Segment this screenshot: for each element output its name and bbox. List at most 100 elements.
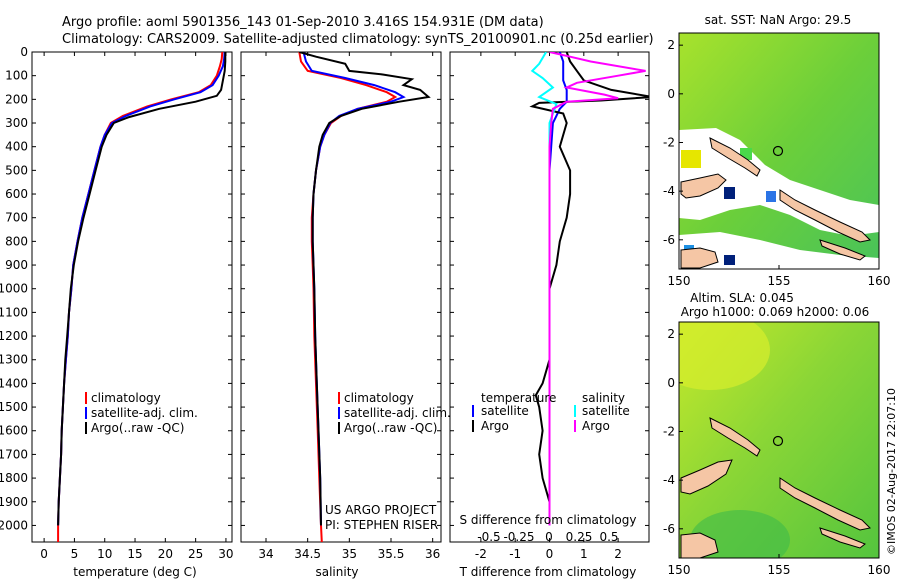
x-tick-label: 35.5 (378, 547, 405, 561)
temperature-xlabel: temperature (deg C) (73, 565, 196, 579)
temperature-legend: climatology satellite-adj. clim. Argo(..… (85, 391, 198, 435)
salinity-panel: 34 34.5 35 35.5 36 salinity climatology sate… (240, 51, 451, 579)
sla-map-subtitle: Argo h1000: 0.069 h2000: 0.06 (681, 305, 870, 319)
land-solomon-south (819, 239, 866, 261)
map-y-tick-label: -4 (663, 473, 675, 487)
temperature-plot-frame (31, 51, 233, 543)
sla-map-ticks: 150 155 160 2 0 -2 -4 -6 (663, 327, 890, 577)
legend-title-salinity: salinity (582, 391, 625, 405)
y-tick-label: 1900 (0, 495, 28, 509)
x-tick-label: 34 (258, 547, 273, 561)
difference-series (529, 52, 649, 526)
salinity-plot-frame (240, 51, 442, 543)
x-tick-label: 25 (188, 547, 203, 561)
x-tick-label: 0 (546, 547, 554, 561)
s-tick-label: -0.5 (477, 530, 500, 544)
sla-high-patch (679, 322, 770, 390)
y-tick-label: 0 (20, 45, 28, 59)
salinity-y-ticks (241, 51, 441, 526)
sst-map-title: sat. SST: NaN Argo: 29.5 (705, 13, 852, 27)
land-bougainville (779, 189, 872, 243)
x-tick-label: 0 (40, 547, 48, 561)
series-line-temperature-argo (529, 52, 649, 526)
difference-panel: -2 -1 0 1 2 -0.5 -0.25 0 0.25 0.5 S difference f… (449, 51, 650, 579)
series-line-climatology (57, 52, 224, 542)
land-bougainville (779, 477, 872, 531)
map-y-tick-label: -6 (663, 233, 675, 247)
map-x-tick-label: 155 (768, 274, 791, 288)
y-tick-label: 300 (5, 116, 28, 130)
map-y-tick-label: -4 (663, 184, 675, 198)
s-tick-label: -0.25 (503, 530, 534, 544)
legend-title-temperature: temperature (481, 391, 556, 405)
depth-axis: 0 100 200 300 400 500 600 700 800 900 1000 1100 1200… (0, 45, 232, 532)
y-tick-label: 1800 (0, 471, 28, 485)
difference-x-ticks: -2 -1 0 1 2 (475, 52, 622, 561)
map-x-tick-label: 150 (668, 563, 691, 577)
x-tick-label: 10 (97, 547, 112, 561)
x-tick-label: 34.5 (294, 547, 321, 561)
land-new-ireland (709, 417, 761, 457)
sst-map: sat. SST: NaN Argo: 29.5 150 155 160 2 0 -2 -4… (663, 13, 890, 288)
legend-label-climatology: climatology (344, 391, 414, 405)
y-tick-label: 800 (5, 234, 28, 248)
difference-y-ticks (450, 51, 649, 526)
x-tick-label: 20 (158, 547, 173, 561)
land-new-britain (680, 459, 733, 495)
salinity-diff-ticks: -0.5 -0.25 0 0.25 0.5 (477, 530, 618, 544)
sla-map-title: Altim. SLA: 0.045 (690, 291, 794, 305)
imos-credit: ©IMOS 02-Aug-2017 22:07:10 (885, 388, 898, 555)
y-tick-label: 400 (5, 140, 28, 154)
map-y-tick-label: -2 (663, 424, 675, 438)
y-tick-label: 900 (5, 258, 28, 272)
y-tick-label: 1400 (0, 376, 28, 390)
sst-map-field (679, 33, 879, 269)
x-tick-label: 15 (127, 547, 142, 561)
sst-cell-navy-2 (724, 255, 735, 265)
sla-map: Altim. SLA: 0.045 Argo h1000: 0.069 h200… (663, 291, 890, 577)
y-tick-label: 1700 (0, 447, 28, 461)
salinity-xlabel: salinity (315, 565, 358, 579)
y-tick-label: 500 (5, 163, 28, 177)
map-y-tick-label: 0 (667, 376, 675, 390)
sst-cell-yellow (681, 150, 701, 168)
x-tick-label: 36 (425, 547, 440, 561)
sst-map-ticks: 150 155 160 2 0 -2 -4 -6 (663, 38, 890, 288)
land-solomon-south (819, 527, 866, 549)
series-line-satellite-adj-clim- (57, 52, 226, 526)
salinity-legend: climatology satellite-adj. clim. Argo(..… (338, 391, 451, 435)
series-line-salinity-argo (548, 52, 646, 526)
y-tick-label: 1600 (0, 424, 28, 438)
salinity-series (298, 52, 431, 542)
map-y-tick-label: -6 (663, 522, 675, 536)
header-line1: Argo profile: aoml 5901356_143 01-Sep-20… (62, 15, 544, 30)
map-x-tick-label: 155 (768, 563, 791, 577)
x-tick-label: -2 (475, 547, 487, 561)
map-y-tick-label: 2 (667, 38, 675, 52)
temperature-x-ticks: 0 5 10 15 20 25 30 (40, 52, 234, 561)
x-tick-label: 1 (580, 547, 588, 561)
map-y-tick-label: -2 (663, 135, 675, 149)
s-tick-label: 0.5 (599, 530, 618, 544)
legend-label-argo: Argo(..raw -QC) (91, 421, 184, 435)
series-line-argo-raw-qc- (299, 52, 431, 526)
map-y-tick-label: 0 (667, 87, 675, 101)
map-y-tick-label: 2 (667, 327, 675, 341)
legend-label-satellite: satellite-adj. clim. (344, 406, 451, 420)
temperature-series (57, 52, 227, 542)
map-x-tick-label: 160 (868, 563, 891, 577)
land-png-corner (680, 532, 719, 558)
y-tick-label: 1100 (0, 305, 28, 319)
y-tick-label: 1300 (0, 353, 28, 367)
salinity-x-ticks: 34 34.5 35 35.5 36 (258, 52, 440, 561)
sst-cell-navy (724, 187, 735, 199)
x-tick-label: 5 (71, 547, 79, 561)
project-annotation-line2: PI: STEPHEN RISER (325, 518, 438, 532)
land-new-ireland (709, 137, 761, 177)
y-tick-label: 600 (5, 187, 28, 201)
y-tick-label: 1000 (0, 282, 28, 296)
x-tick-label: 2 (614, 547, 622, 561)
sla-argo-marker (772, 435, 784, 447)
x-tick-label: 35 (342, 547, 357, 561)
